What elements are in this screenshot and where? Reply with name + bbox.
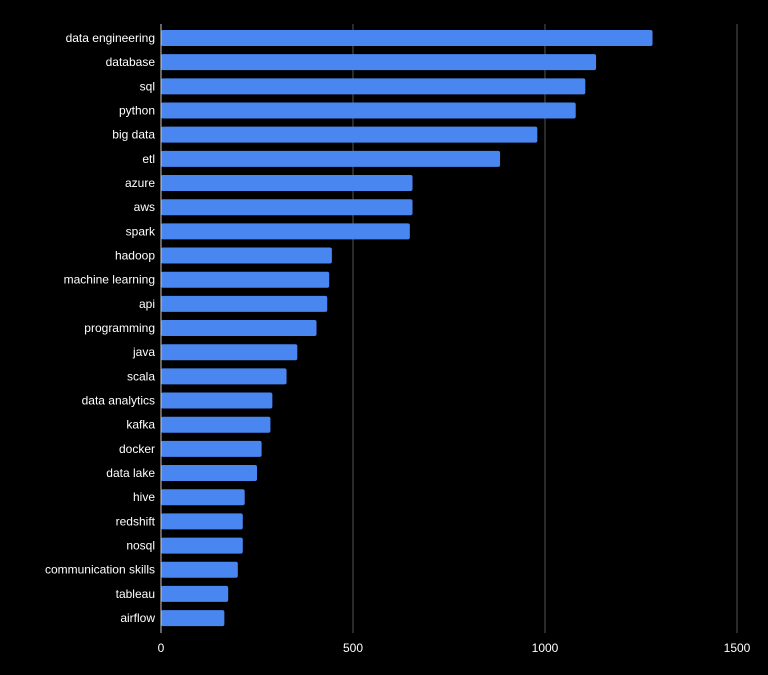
bar [161, 199, 413, 216]
bar [161, 78, 586, 95]
bar [161, 610, 225, 627]
category-label: tableau [116, 587, 155, 601]
bar [161, 126, 538, 143]
bar [161, 175, 413, 192]
category-label: airflow [120, 611, 155, 625]
bar [161, 102, 576, 119]
category-label: data analytics [82, 394, 155, 408]
category-label: spark [126, 224, 156, 238]
x-tick-label: 1000 [532, 641, 559, 655]
category-label: hive [133, 490, 155, 504]
category-label: kafka [126, 418, 155, 432]
category-label: communication skills [45, 563, 155, 577]
bar [161, 344, 298, 361]
category-label: machine learning [64, 273, 155, 287]
category-label: api [139, 297, 155, 311]
category-label: hadoop [115, 249, 155, 263]
bar [161, 416, 271, 433]
bar [161, 247, 332, 264]
bar [161, 392, 273, 409]
bar [161, 537, 243, 554]
x-tick-label: 500 [343, 641, 363, 655]
category-label: sql [140, 79, 155, 93]
bar [161, 440, 262, 457]
bar [161, 295, 328, 312]
category-label: programming [84, 321, 155, 335]
x-tick-label: 0 [158, 641, 165, 655]
gridlines [352, 24, 738, 633]
category-label: redshift [116, 514, 156, 528]
category-label: data engineering [66, 31, 155, 45]
category-labels: data engineering database sql python big dat… [45, 31, 156, 625]
category-label: java [132, 345, 155, 359]
bar [161, 223, 410, 240]
category-label: azure [125, 176, 155, 190]
category-label: python [119, 104, 155, 118]
bar [161, 54, 597, 71]
category-label: database [106, 55, 156, 69]
category-label: docker [119, 442, 155, 456]
x-tick-label: 1500 [724, 641, 751, 655]
bar [161, 368, 287, 385]
bar [161, 489, 245, 506]
category-label: big data [112, 128, 155, 142]
category-label: data lake [106, 466, 155, 480]
bars [161, 30, 653, 627]
bar [161, 513, 243, 530]
bar [161, 30, 653, 46]
x-axis-tick-labels: 0 500 1000 1500 [158, 641, 751, 655]
category-label: aws [134, 200, 155, 214]
bar [161, 465, 257, 482]
bar [161, 150, 501, 167]
category-label: etl [142, 152, 155, 166]
category-label: scala [127, 369, 155, 383]
bar [161, 561, 238, 578]
bar [161, 271, 330, 288]
category-label: nosql [126, 539, 155, 553]
bar [161, 585, 229, 602]
bar [161, 320, 317, 337]
